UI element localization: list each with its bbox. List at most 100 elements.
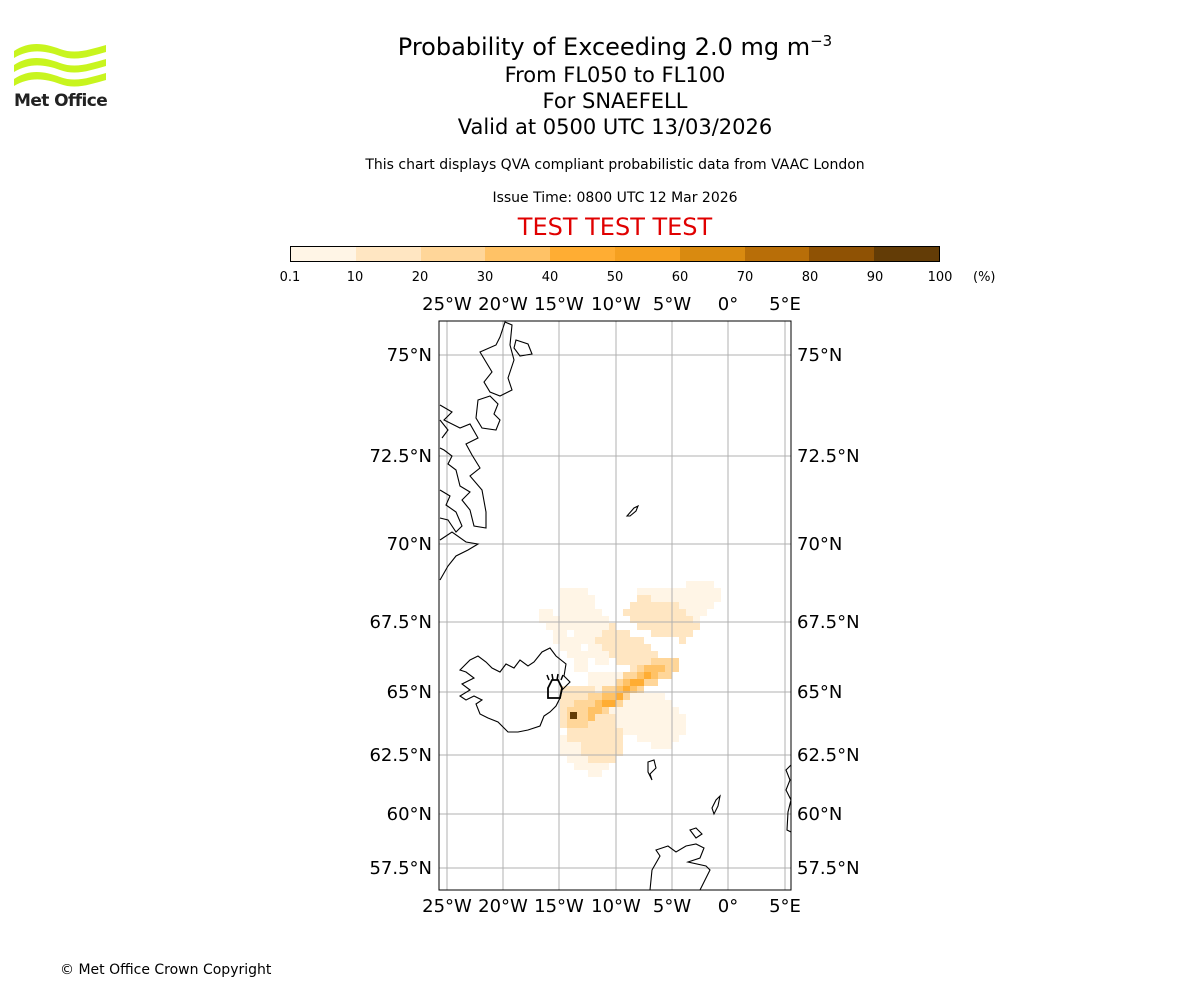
longitude-label-top: 15°W xyxy=(534,294,584,315)
plume-cell xyxy=(637,665,644,672)
plume-cell xyxy=(630,644,637,651)
plume-cell xyxy=(588,735,595,742)
latitude-label-right: 62.5°N xyxy=(797,745,860,766)
plume-cell xyxy=(581,742,588,749)
plume-cell xyxy=(672,630,679,637)
latitude-label-left: 65°N xyxy=(387,682,432,703)
plume-cell xyxy=(693,616,700,623)
valid-time: Valid at 0500 UTC 13/03/2026 xyxy=(457,115,773,139)
plume-cell xyxy=(588,609,595,616)
latitude-label-left: 57.5°N xyxy=(369,858,432,879)
plume-cell xyxy=(679,609,686,616)
colorbar-segment xyxy=(420,247,486,261)
plume-cell xyxy=(574,644,581,651)
plume-cell xyxy=(644,665,651,672)
plume-cell xyxy=(588,693,595,700)
plume-cell xyxy=(623,630,630,637)
plume-cell xyxy=(651,679,658,686)
plume-cell xyxy=(609,735,616,742)
plume-cell xyxy=(651,742,658,749)
longitude-label-bottom: 5°W xyxy=(653,896,691,917)
plume-cell xyxy=(609,644,616,651)
plume-cell xyxy=(616,637,623,644)
plume-cell xyxy=(616,630,623,637)
colorbar-segment xyxy=(291,247,356,261)
plume-cell xyxy=(630,672,637,679)
plume-cell xyxy=(574,742,581,749)
plume-cell xyxy=(693,602,700,609)
colorbar-tick-label: 30 xyxy=(476,270,494,285)
plume-cell xyxy=(602,637,609,644)
plume-cell xyxy=(637,609,644,616)
plume-cell xyxy=(651,588,658,595)
plume-cell xyxy=(651,623,658,630)
plume-cell xyxy=(651,651,658,658)
map-frame xyxy=(438,320,792,891)
plume-cell xyxy=(595,728,602,735)
plume-cell xyxy=(581,658,588,665)
plume-cell xyxy=(665,721,672,728)
plume-cell xyxy=(658,630,665,637)
plume-cell xyxy=(574,728,581,735)
plume-cell xyxy=(581,707,588,714)
volcano-icon xyxy=(546,673,564,699)
plume-cell xyxy=(602,700,609,707)
title-block: Probability of Exceeding 2.0 mg m−3 From… xyxy=(0,26,1200,140)
plume-cell xyxy=(581,630,588,637)
plume-cell xyxy=(574,630,581,637)
plume-cell xyxy=(644,672,651,679)
plume-cell xyxy=(637,588,644,595)
plume-cell xyxy=(658,616,665,623)
colorbar-unit: (%) xyxy=(973,270,996,285)
plume-cell xyxy=(630,651,637,658)
latitude-label-right: 72.5°N xyxy=(797,446,860,467)
plume-cell xyxy=(623,609,630,616)
ash-probability-plume xyxy=(539,581,721,777)
colorbar-segment xyxy=(485,247,551,261)
plume-cell xyxy=(588,721,595,728)
plume-cell xyxy=(637,700,644,707)
plume-cell xyxy=(574,707,581,714)
met-office-logo-icon xyxy=(14,44,106,87)
plume-cell xyxy=(630,714,637,721)
plume-cell xyxy=(574,595,581,602)
plume-cell xyxy=(686,581,693,588)
plume-cell xyxy=(546,609,553,616)
plume-cell xyxy=(595,742,602,749)
plume-cell xyxy=(595,749,602,756)
plume-cell xyxy=(651,707,658,714)
plume-cell xyxy=(570,712,577,719)
plume-cell xyxy=(651,735,658,742)
plume-cell xyxy=(644,616,651,623)
plume-cell xyxy=(574,756,581,763)
longitude-label-bottom: 10°W xyxy=(591,896,641,917)
plume-cell xyxy=(672,721,679,728)
longitude-label-top: 5°E xyxy=(769,294,801,315)
plume-cell xyxy=(595,770,602,777)
plume-cell xyxy=(560,644,567,651)
plume-cell xyxy=(567,707,574,714)
plume-cell xyxy=(567,616,574,623)
plume-cell xyxy=(665,602,672,609)
plume-cell xyxy=(623,728,630,735)
plume-cell xyxy=(595,707,602,714)
colorbar-segment xyxy=(809,247,875,261)
plume-cell xyxy=(609,630,616,637)
colorbar-segment xyxy=(355,247,421,261)
plume-cell xyxy=(574,665,581,672)
plume-cell xyxy=(574,686,581,693)
plume-cell xyxy=(644,651,651,658)
plume-cell xyxy=(602,630,609,637)
plume-cell xyxy=(623,693,630,700)
plume-cell xyxy=(588,756,595,763)
issue-time: Issue Time: 0800 UTC 12 Mar 2026 xyxy=(492,190,738,206)
colorbar-tick-label: 0.1 xyxy=(279,270,301,285)
colorbar-segment xyxy=(874,247,939,261)
plume-cell xyxy=(602,742,609,749)
plume-cell xyxy=(700,602,707,609)
plume-cell xyxy=(637,644,644,651)
colorbar-tick-label: 40 xyxy=(541,270,559,285)
plume-cell xyxy=(581,595,588,602)
plume-cell xyxy=(707,595,714,602)
